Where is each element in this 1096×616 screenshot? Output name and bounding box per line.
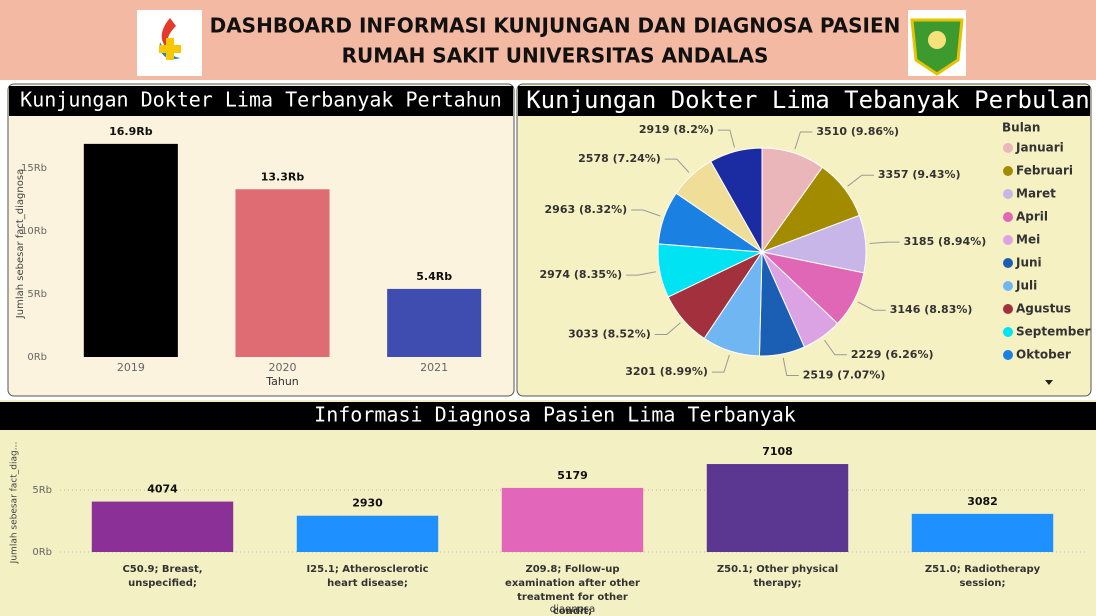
legend-swatch: [1003, 350, 1013, 360]
legend-label: September: [1016, 325, 1090, 339]
bar: [235, 189, 330, 357]
data-label: 3185 (8.94%): [904, 235, 987, 248]
y-tick-label: 0Rb: [32, 547, 52, 558]
leader-line: [824, 339, 847, 356]
data-label: 4074: [147, 483, 178, 496]
legend-label: Oktober: [1016, 348, 1071, 362]
leader-line: [654, 322, 681, 336]
legend-swatch: [1003, 189, 1013, 199]
data-label: 5179: [557, 469, 588, 482]
legend-swatch: [1003, 281, 1013, 291]
data-label: 2229 (6.26%): [851, 348, 934, 361]
legend-label: Februari: [1016, 164, 1073, 178]
x-tick-label: 2019: [117, 361, 145, 374]
legend-label: Juni: [1015, 256, 1042, 270]
legend-swatch: [1003, 212, 1013, 222]
data-label: 3510 (9.86%): [816, 125, 899, 138]
data-label: 3033 (8.52%): [568, 328, 651, 341]
legend-label: Juli: [1015, 279, 1037, 293]
legend-swatch: [1003, 258, 1013, 268]
legend-label: Mei: [1016, 233, 1040, 247]
legend-swatch: [1003, 327, 1013, 337]
chart-title: Informasi Diagnosa Pasien Lima Terbanyak: [314, 403, 796, 427]
header-title: RUMAH SAKIT UNIVERSITAS ANDALAS: [342, 44, 769, 68]
y-tick-label: 10Rb: [21, 226, 47, 237]
data-label: 3146 (8.83%): [890, 303, 973, 316]
x-tick-label: 2021: [420, 361, 448, 374]
chart-title: Kunjungan Dokter Lima Terbanyak Pertahun: [20, 88, 502, 112]
data-label: 2974 (8.35%): [539, 268, 622, 281]
data-label: 13.3Rb: [261, 170, 305, 183]
panel-title-bg: [0, 402, 1096, 430]
data-label: 2963 (8.32%): [545, 203, 628, 216]
legend-swatch: [1003, 235, 1013, 245]
x-tick-label: Z09.8; Follow-up examination after other t…: [505, 564, 640, 616]
x-tick-label: I25.1; Atherosclerotic heart disease;: [306, 564, 428, 589]
y-tick-label: 15Rb: [21, 163, 47, 174]
leader-line: [711, 354, 730, 373]
y-axis-label: Jumlah sebesar fact_diag...: [10, 442, 20, 565]
leader-line: [782, 357, 799, 377]
bar: [501, 487, 644, 552]
leader-line: [717, 129, 735, 148]
chart-title: Kunjungan Dokter Lima Tebanyak Perbulan: [526, 86, 1090, 114]
legend-label: Januari: [1015, 141, 1064, 155]
data-label: 2519 (7.07%): [803, 369, 886, 382]
header-title: DASHBOARD INFORMASI KUNJUNGAN DAN DIAGNO…: [210, 14, 901, 38]
bar: [296, 515, 439, 552]
data-label: 3357 (9.43%): [878, 168, 961, 181]
bar: [911, 513, 1054, 552]
data-label: 2919 (8.2%): [639, 123, 714, 136]
y-tick-label: 5Rb: [32, 485, 52, 496]
bar: [706, 464, 849, 552]
legend-swatch: [1003, 143, 1013, 153]
panel-title-bg: [9, 86, 513, 116]
data-label: 5.4Rb: [416, 270, 452, 283]
data-label: 7108: [762, 445, 793, 458]
legend-title: Bulan: [1002, 121, 1040, 135]
y-axis-label: Jumlah sebesar fact_diagnosa: [15, 169, 26, 319]
legend-label: Agustus: [1016, 302, 1071, 316]
data-label: 2930: [352, 497, 383, 510]
x-tick-label: Z50.1; Other physical therapy;: [717, 564, 838, 589]
data-label: 3201 (8.99%): [625, 365, 708, 378]
x-tick-label: Z51.0; Radiotherapy session;: [925, 564, 1041, 589]
logo-left: [137, 10, 202, 76]
leader-line: [626, 271, 656, 276]
panel-title-bg: [518, 86, 1090, 116]
data-label: 16.9Rb: [109, 125, 153, 138]
x-axis-label: diagnosa: [550, 604, 595, 615]
legend-swatch: [1003, 304, 1013, 314]
legend-label: April: [1016, 210, 1048, 224]
bar: [387, 288, 482, 357]
y-tick-label: 0Rb: [27, 352, 47, 363]
leader-line: [869, 241, 900, 245]
logo-right: [908, 10, 966, 76]
legend-swatch: [1003, 166, 1013, 176]
x-axis-label: Tahun: [265, 375, 299, 388]
x-tick-label: C50.9; Breast, unspecified;: [122, 564, 202, 589]
x-tick-label: 2020: [269, 361, 297, 374]
leader-line: [664, 158, 690, 173]
y-tick-label: 5Rb: [27, 289, 47, 300]
legend-label: Maret: [1016, 187, 1056, 201]
bar: [83, 143, 178, 357]
leader-line: [794, 131, 813, 150]
legend-scroll[interactable]: [1045, 380, 1053, 385]
bar: [91, 501, 234, 552]
leader-line: [631, 209, 661, 217]
leader-line: [847, 174, 874, 187]
data-label: 2578 (7.24%): [578, 152, 661, 165]
pie-slice: [710, 147, 763, 254]
leader-line: [857, 301, 886, 311]
data-label: 3082: [967, 495, 998, 508]
